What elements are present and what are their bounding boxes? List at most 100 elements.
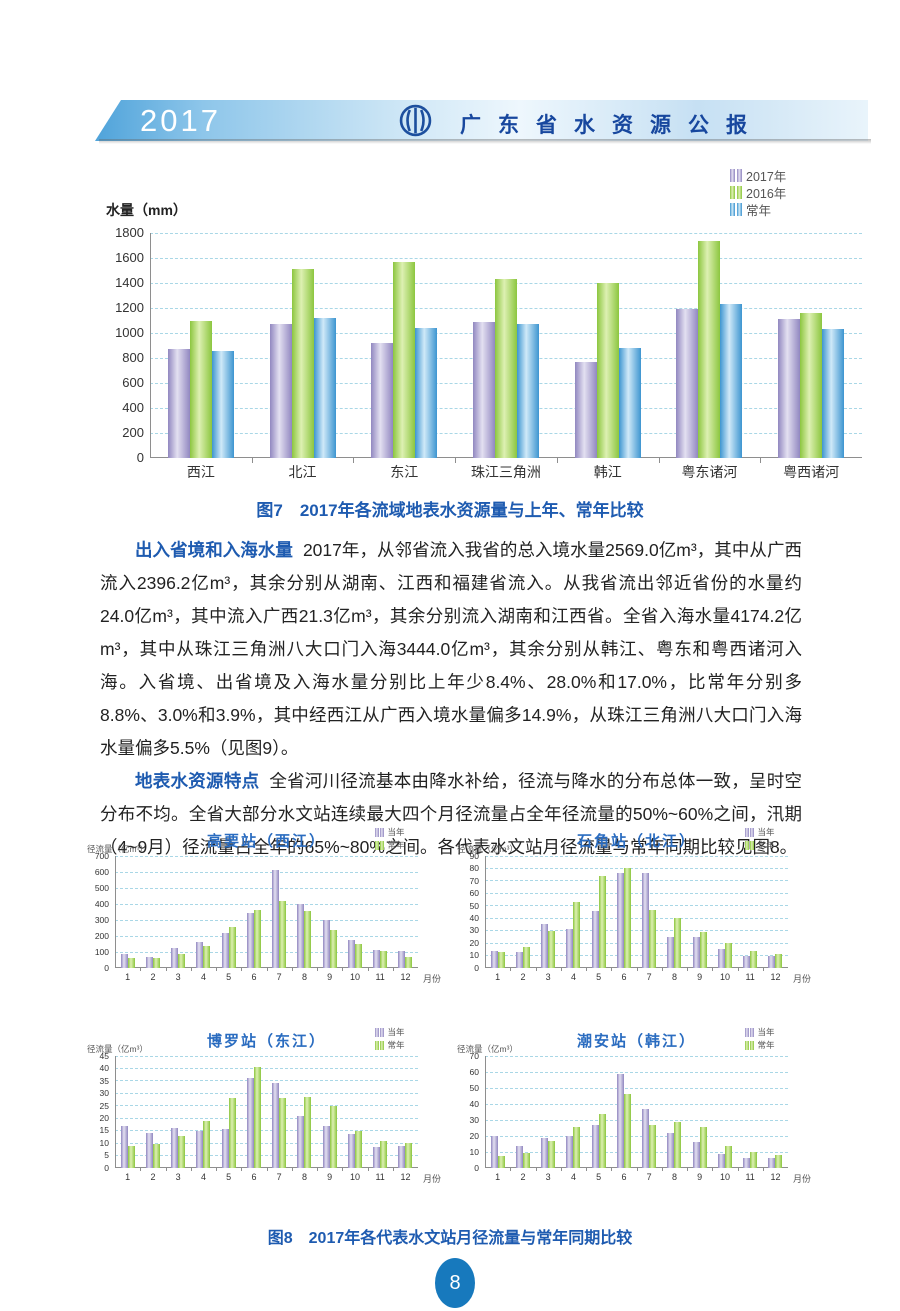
x-tick-label: 12 bbox=[770, 1172, 781, 1182]
legend-swatch bbox=[375, 827, 384, 837]
x-tickmark bbox=[241, 1168, 243, 1171]
x-tick-label: 10 bbox=[719, 972, 730, 982]
x-tick-label: 12 bbox=[400, 972, 411, 982]
bar-常年 bbox=[618, 348, 641, 458]
x-tick-label: 2 bbox=[520, 1172, 526, 1182]
gridline bbox=[485, 880, 788, 882]
bar-常年 bbox=[822, 329, 845, 459]
y-tick-label: 600 bbox=[122, 374, 144, 390]
bar-常年 bbox=[313, 318, 336, 458]
y-tick-label: 30 bbox=[99, 1088, 109, 1099]
bar-常年 bbox=[548, 1140, 556, 1168]
x-tick-label: 10 bbox=[719, 1172, 730, 1182]
bar-当年 bbox=[145, 1133, 153, 1168]
gridline bbox=[115, 1092, 418, 1094]
bar-当年 bbox=[717, 1153, 725, 1168]
bar-常年 bbox=[623, 1094, 631, 1168]
x-tick-label: 7 bbox=[276, 1172, 282, 1182]
bar-常年 bbox=[674, 1121, 682, 1168]
bar-当年 bbox=[145, 956, 153, 968]
bar-当年 bbox=[743, 1158, 751, 1168]
bar-当年 bbox=[246, 912, 254, 968]
bar-2017年 bbox=[778, 319, 801, 459]
gridline bbox=[115, 1117, 418, 1119]
chart-title: 石角站（北江） bbox=[576, 833, 696, 850]
y-tick-label: 10 bbox=[469, 950, 479, 961]
bar-2016年 bbox=[596, 283, 619, 458]
bar-当年 bbox=[322, 1125, 330, 1168]
bar-常年 bbox=[329, 929, 337, 968]
gridline bbox=[485, 1135, 788, 1137]
y-tick-label: 35 bbox=[99, 1075, 109, 1086]
x-tick-label: 7 bbox=[646, 1172, 652, 1182]
x-tickmark bbox=[342, 968, 344, 971]
y-tick-label: 400 bbox=[122, 399, 144, 415]
bar-常年 bbox=[127, 1145, 135, 1168]
bar-当年 bbox=[373, 1146, 381, 1168]
gridline bbox=[485, 930, 788, 932]
x-tickmark bbox=[216, 1168, 217, 1171]
x-tickmark bbox=[190, 968, 192, 971]
paragraph-body: 全省河川径流基本由降水补给，径流与降水的分布总体一致，呈时空分布不均。全省大部分… bbox=[100, 771, 803, 857]
x-tickmark bbox=[560, 1168, 562, 1171]
bar-常年 bbox=[699, 1127, 707, 1168]
bar-常年 bbox=[279, 1098, 287, 1168]
bar-常年 bbox=[253, 1067, 261, 1168]
x-tickmark bbox=[140, 968, 142, 971]
gridline bbox=[115, 951, 418, 953]
bar-当年 bbox=[373, 949, 381, 968]
x-tick-label: 粤东诸河 bbox=[681, 464, 738, 480]
chart-title: 博罗站（东江） bbox=[206, 1033, 326, 1050]
gridline bbox=[485, 855, 788, 857]
bar-常年 bbox=[329, 1105, 337, 1168]
y-tick-label: 40 bbox=[469, 1098, 479, 1109]
y-tick-label: 600 bbox=[94, 866, 109, 877]
y-tick-label: 1600 bbox=[115, 249, 144, 265]
y-tick-label: 50 bbox=[469, 1082, 479, 1093]
x-tick-label: 6 bbox=[251, 1172, 257, 1182]
x-tickmark bbox=[737, 968, 739, 971]
bar-当年 bbox=[272, 1083, 280, 1168]
axis-frame bbox=[485, 856, 788, 968]
x-tickmark bbox=[661, 968, 663, 971]
bar-当年 bbox=[768, 1158, 776, 1168]
x-tick-label: 5 bbox=[226, 1172, 232, 1182]
x-tick-label: 6 bbox=[621, 1172, 627, 1182]
x-tick-label: 韩江 bbox=[593, 464, 622, 480]
figure7-caption: 图7 2017年各流域地表水资源量与上年、常年比较 bbox=[256, 501, 644, 520]
bar-2017年 bbox=[371, 343, 394, 458]
axis-frame bbox=[485, 1056, 788, 1168]
bar-当年 bbox=[743, 955, 751, 968]
bar-当年 bbox=[297, 904, 305, 968]
x-tick-label: 11 bbox=[745, 972, 755, 982]
x-tick-label: 7 bbox=[276, 972, 282, 982]
gridline bbox=[485, 955, 788, 957]
legend-swatch bbox=[745, 1027, 754, 1037]
bar-当年 bbox=[398, 951, 406, 968]
x-tickmark bbox=[216, 968, 217, 971]
figure8-chart-gaoyao: 0 100 200 300 400 500 600 700 1 2 3 4 5 6 7 8 9 10 11 12 月份径… bbox=[85, 822, 450, 987]
header-year: 2017 bbox=[140, 103, 221, 138]
figure8-chart-shijiao: 0 10 20 30 40 50 60 70 80 90 1 2 3 4 5 6 7 8 9 10 11 12 月份 径流量（… bbox=[455, 822, 820, 987]
y-tick-label: 0 bbox=[104, 962, 109, 973]
bar-2017年 bbox=[574, 361, 597, 459]
bar-常年 bbox=[380, 1140, 388, 1168]
bar-当年 bbox=[120, 1125, 128, 1168]
x-tickmark bbox=[291, 968, 293, 971]
legend-swatch bbox=[745, 1040, 754, 1050]
bar-常年 bbox=[152, 1144, 160, 1168]
x-tick-label: 珠江三角洲 bbox=[470, 464, 541, 480]
gridline bbox=[115, 887, 418, 889]
x-tick-label: 1 bbox=[125, 972, 131, 982]
chart-title: 潮安站（韩江） bbox=[576, 1033, 696, 1050]
bar-当年 bbox=[541, 924, 549, 968]
bar-常年 bbox=[405, 956, 413, 968]
bar-2016年 bbox=[495, 279, 517, 459]
figure8-caption: 图8 2017年各代表水文站月径流量与常年同期比较 bbox=[267, 1230, 633, 1247]
gridline bbox=[115, 935, 418, 937]
x-tickmark bbox=[611, 1168, 613, 1171]
x-tick-label: 3 bbox=[545, 972, 551, 982]
legend-swatch bbox=[745, 827, 754, 837]
x-tick-label: 12 bbox=[770, 972, 781, 982]
x-tickmark bbox=[560, 968, 562, 971]
